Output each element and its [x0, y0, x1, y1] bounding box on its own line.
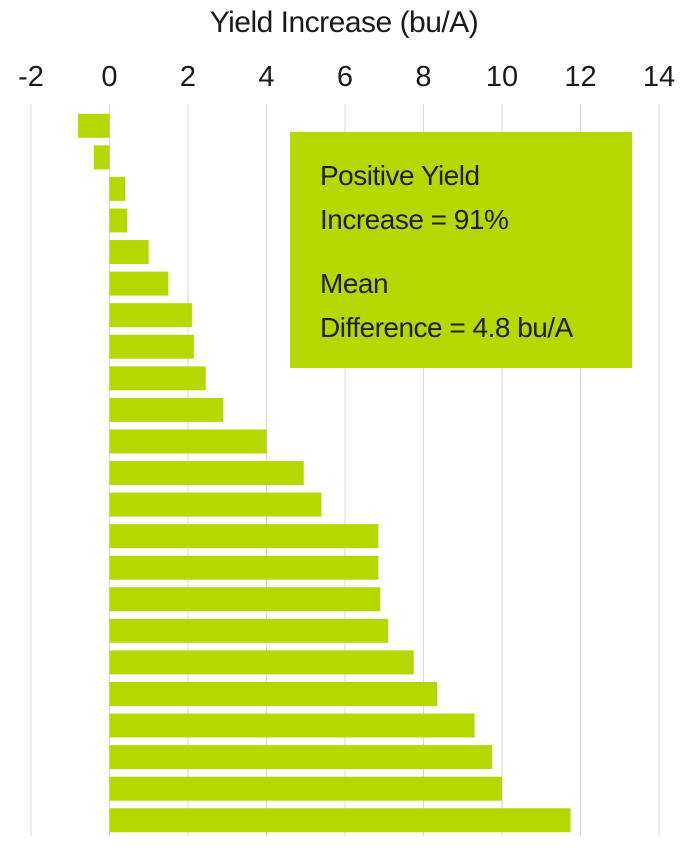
bar [109, 555, 379, 580]
x-tick-labels: -2 0 2 4 6 8 10 12 14 [18, 61, 675, 93]
bar [109, 618, 389, 643]
bar [109, 587, 381, 612]
bar [109, 303, 192, 328]
x-tick-label: 0 [101, 61, 117, 93]
bars [78, 113, 571, 833]
bar [109, 713, 475, 738]
x-tick-label: -2 [18, 61, 44, 93]
bar [109, 240, 149, 265]
x-tick-label: 10 [486, 61, 518, 93]
x-tick-label: 8 [415, 61, 431, 93]
bar [109, 776, 502, 801]
bar [109, 681, 438, 706]
bar [78, 113, 110, 138]
bar [109, 461, 304, 485]
bar [109, 808, 571, 833]
x-tick-label: 4 [258, 61, 274, 93]
bar [109, 271, 169, 296]
bar [109, 524, 379, 549]
annotation-line-3: Mean [320, 268, 389, 299]
bar [109, 492, 322, 517]
bar [93, 145, 110, 170]
bar [109, 650, 414, 675]
bar [109, 429, 267, 454]
x-axis-title: Yield Increase (bu/A) [209, 6, 479, 39]
bar [109, 397, 224, 422]
x-tick-label: 6 [337, 61, 353, 93]
annotation-line-2: Increase = 91% [320, 204, 509, 235]
annotation-line-1: Positive Yield [320, 160, 480, 191]
annotation-line-4: Difference = 4.8 bu/A [320, 312, 573, 343]
bar [109, 208, 128, 233]
bar [109, 176, 126, 201]
x-tick-label: 2 [180, 61, 196, 93]
bar [109, 366, 206, 391]
bar [109, 334, 194, 359]
x-tick-label: 12 [564, 61, 596, 93]
annotation-box: Positive Yield Increase = 91% Mean Diffe… [290, 132, 632, 368]
x-tick-label: 14 [643, 61, 675, 93]
bar [109, 745, 493, 770]
